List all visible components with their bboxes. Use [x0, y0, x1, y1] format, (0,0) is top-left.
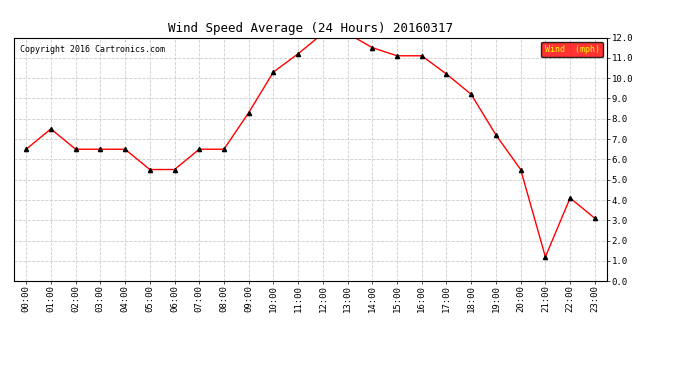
Title: Wind Speed Average (24 Hours) 20160317: Wind Speed Average (24 Hours) 20160317: [168, 22, 453, 35]
Text: Copyright 2016 Cartronics.com: Copyright 2016 Cartronics.com: [20, 45, 165, 54]
Legend: Wind  (mph): Wind (mph): [542, 42, 603, 57]
